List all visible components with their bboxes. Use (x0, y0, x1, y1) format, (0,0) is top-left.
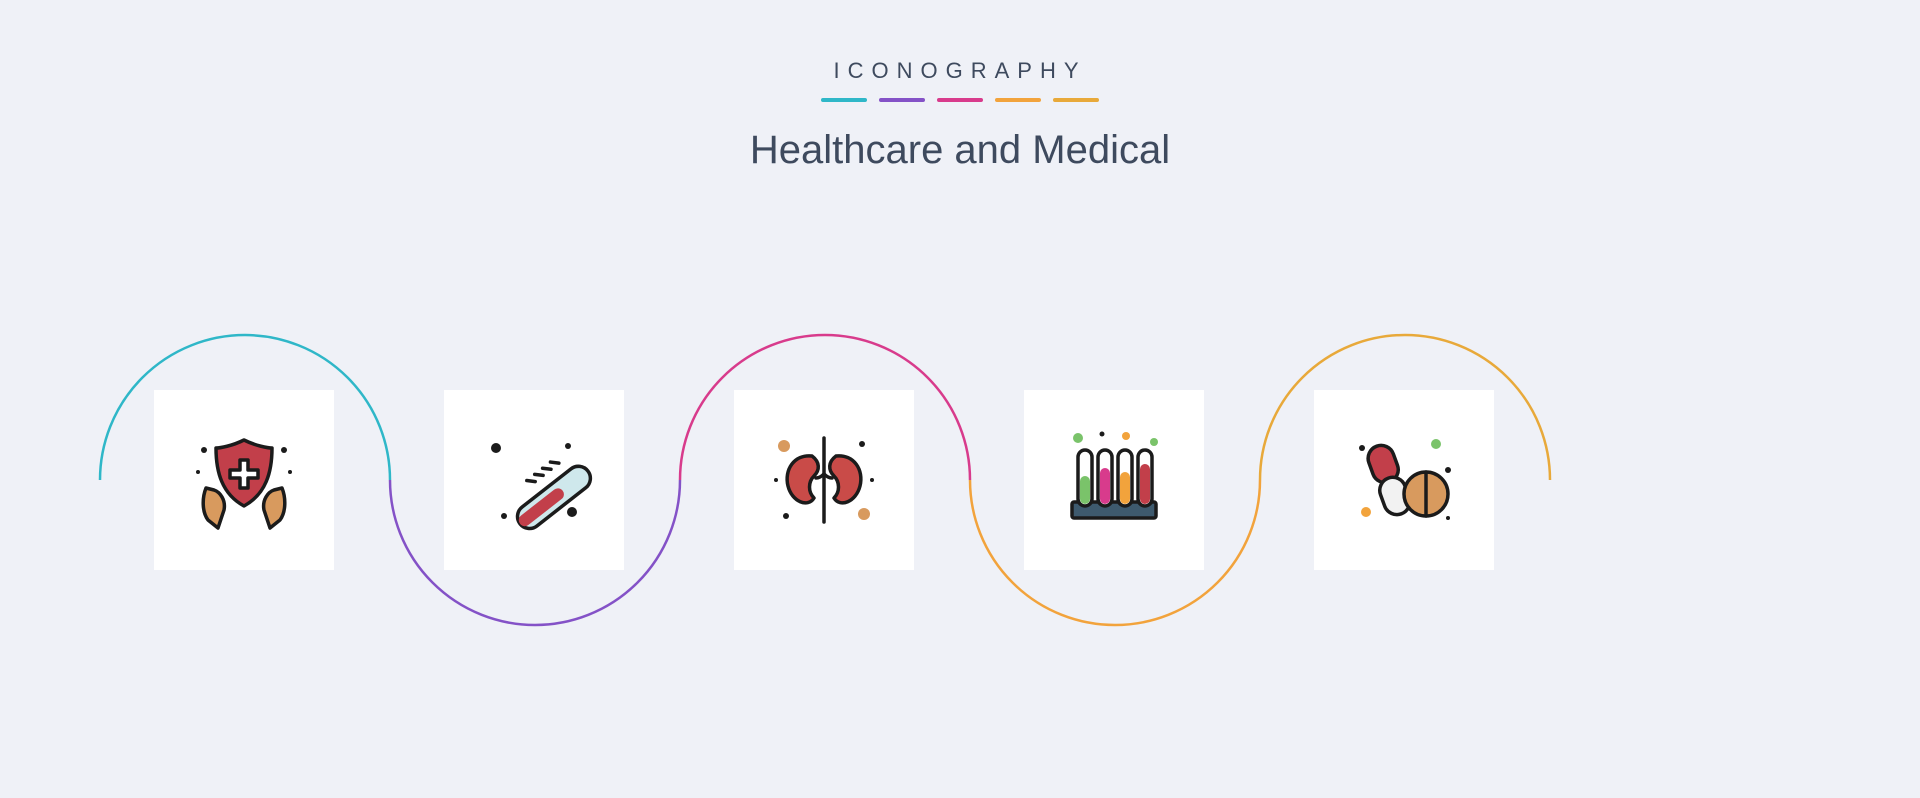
icon-tile-thermometer[interactable] (444, 390, 624, 570)
brand-label: ICONOGRAPHY (0, 58, 1920, 84)
thermometer-icon (474, 420, 594, 540)
icon-stage (0, 270, 1920, 700)
page-title: Healthcare and Medical (0, 128, 1920, 173)
accent-bar-3 (937, 98, 983, 102)
healthcare-shield-icon (184, 420, 304, 540)
accent-bar-2 (879, 98, 925, 102)
accent-bar-5 (1053, 98, 1099, 102)
kidneys-icon (764, 420, 884, 540)
test-tubes-icon (1054, 420, 1174, 540)
accent-bar-1 (821, 98, 867, 102)
accent-bar-4 (995, 98, 1041, 102)
pills-icon (1344, 420, 1464, 540)
icon-tile-test-tubes[interactable] (1024, 390, 1204, 570)
accent-underline (0, 98, 1920, 102)
header: ICONOGRAPHY Healthcare and Medical (0, 0, 1920, 173)
icon-tile-healthcare[interactable] (154, 390, 334, 570)
icon-tile-pills[interactable] (1314, 390, 1494, 570)
icon-tile-kidneys[interactable] (734, 390, 914, 570)
